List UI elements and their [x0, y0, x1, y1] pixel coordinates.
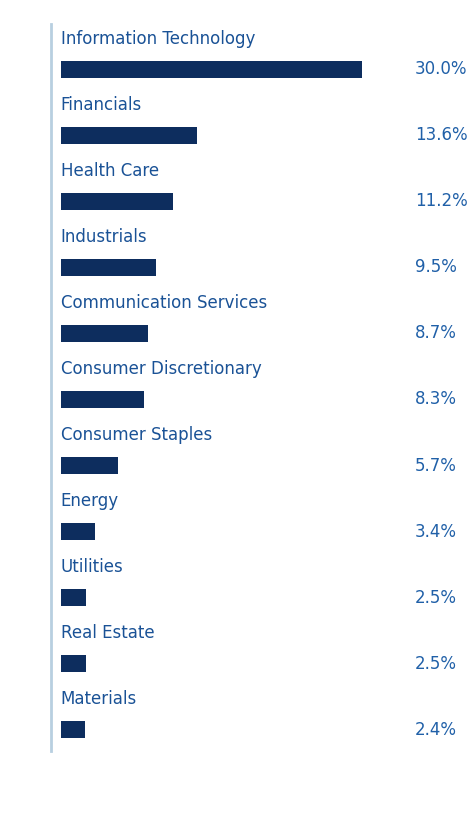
Text: 2.5%: 2.5%: [415, 588, 457, 606]
Text: Materials: Materials: [61, 690, 137, 708]
Bar: [61, 127, 197, 144]
Text: 2.5%: 2.5%: [415, 654, 457, 672]
Text: Consumer Discretionary: Consumer Discretionary: [61, 361, 262, 379]
Bar: [61, 523, 95, 539]
Text: 2.4%: 2.4%: [415, 721, 457, 738]
Text: 13.6%: 13.6%: [415, 126, 468, 144]
Text: 5.7%: 5.7%: [415, 456, 457, 475]
Text: Health Care: Health Care: [61, 162, 159, 180]
Text: 8.7%: 8.7%: [415, 325, 457, 343]
Text: 11.2%: 11.2%: [415, 193, 468, 211]
Text: Energy: Energy: [61, 492, 119, 510]
Bar: [61, 655, 86, 672]
Text: 3.4%: 3.4%: [415, 522, 457, 540]
Text: Communication Services: Communication Services: [61, 295, 267, 313]
Text: Industrials: Industrials: [61, 228, 147, 246]
Text: Utilities: Utilities: [61, 558, 124, 576]
Bar: [61, 589, 86, 605]
Bar: [61, 193, 173, 210]
Text: Information Technology: Information Technology: [61, 30, 255, 48]
Text: 9.5%: 9.5%: [415, 259, 457, 277]
Text: Real Estate: Real Estate: [61, 624, 154, 642]
Bar: [61, 721, 85, 738]
Bar: [61, 457, 118, 474]
Text: Consumer Staples: Consumer Staples: [61, 427, 212, 445]
Text: Financials: Financials: [61, 96, 142, 114]
Bar: [61, 259, 156, 276]
Bar: [61, 326, 148, 342]
Text: 30.0%: 30.0%: [415, 60, 468, 78]
Bar: [61, 61, 362, 78]
Bar: [61, 391, 144, 408]
Text: 8.3%: 8.3%: [415, 391, 457, 409]
